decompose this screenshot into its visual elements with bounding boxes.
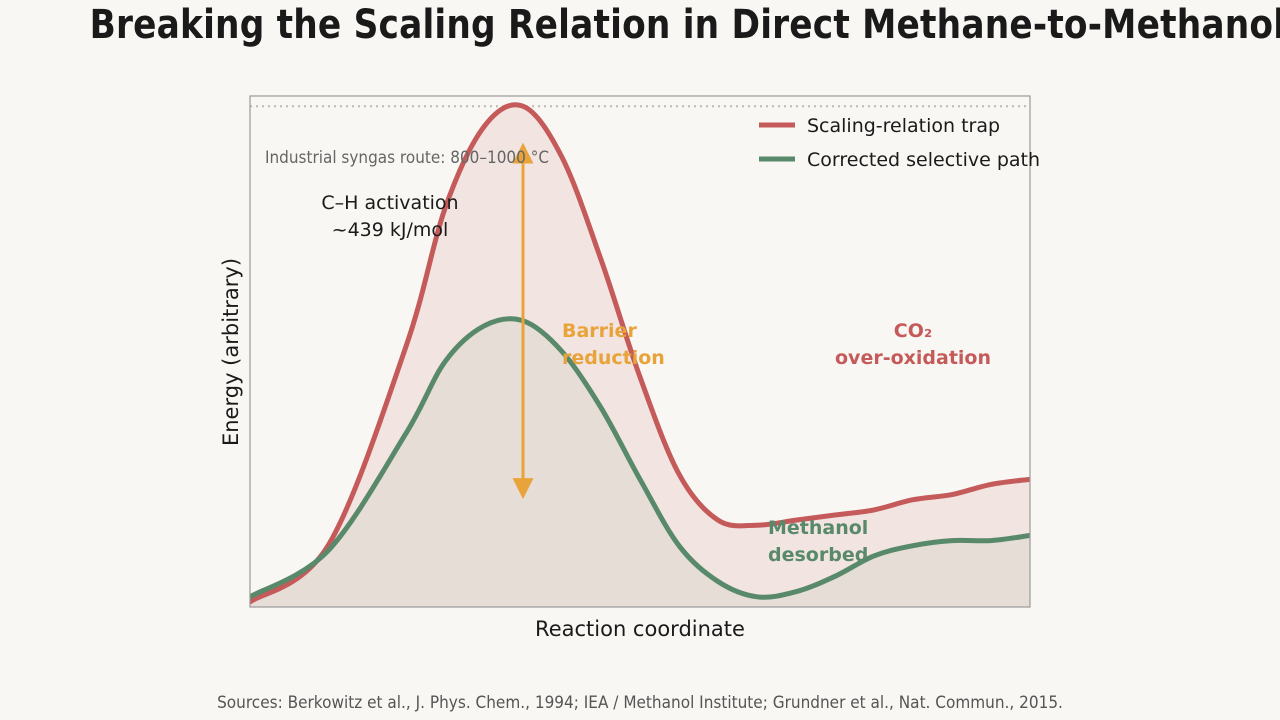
legend-label-scaling-relation-trap: Scaling-relation trap: [807, 115, 1000, 137]
selective-area-fill: [250, 318, 1030, 607]
co2-label-line1: CO₂: [894, 320, 932, 342]
x-axis-label: Reaction coordinate: [535, 617, 745, 641]
ch-activation-label: C–H activation: [321, 192, 458, 214]
reference-line-label: Industrial syngas route: 800–1000 °C: [265, 148, 549, 168]
chart-title: Breaking the Scaling Relation in Direct …: [89, 2, 1280, 48]
barrier-label-line2: reduction: [562, 347, 665, 369]
barrier-label-line1: Barrier: [562, 320, 637, 342]
series-line-scaling-relation-trap: [250, 102, 1030, 605]
legend-label-corrected-selective-path: Corrected selective path: [807, 149, 1040, 171]
trap-area-fill: [250, 104, 1030, 607]
plot-frame: [249, 95, 1031, 608]
co2-label-line2: over-oxidation: [835, 347, 991, 369]
methanol-label-line1: Methanol: [768, 517, 868, 539]
methanol-label-line2: desorbed: [768, 544, 868, 566]
y-axis-label: Energy (arbitrary): [219, 258, 243, 446]
ch-activation-value: ~439 kJ/mol: [332, 219, 449, 241]
source-note: Sources: Berkowitz et al., J. Phys. Chem…: [217, 693, 1063, 713]
legend: Scaling-relation trap Corrected selectiv…: [759, 115, 1040, 171]
series-line-corrected-selective-path: [250, 316, 1030, 600]
